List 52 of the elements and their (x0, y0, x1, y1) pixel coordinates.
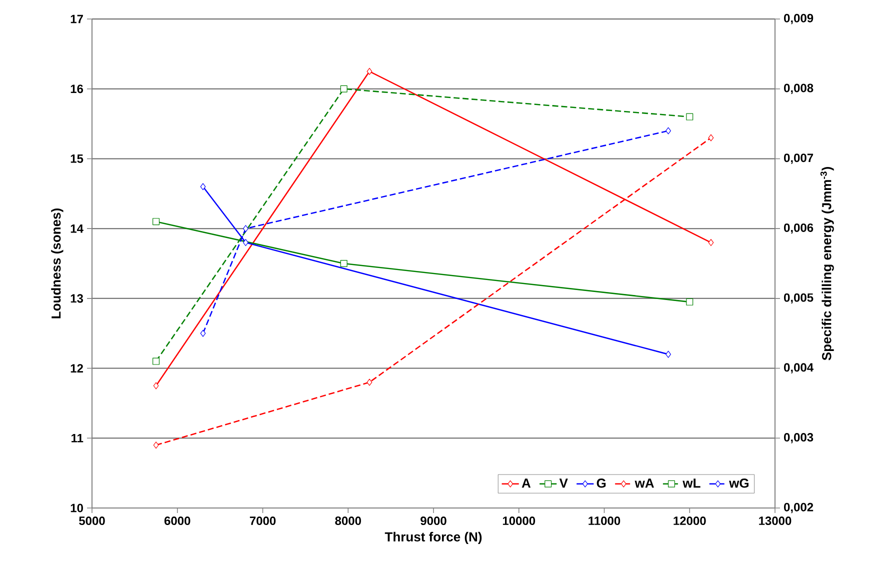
legend-label: wL (682, 478, 700, 488)
y2-tick-label: 0,007 (784, 154, 814, 164)
point (242, 239, 248, 246)
y2-tick-label: 0,003 (784, 433, 814, 444)
point (153, 442, 159, 449)
legend-label: wA (634, 478, 654, 488)
y-axis-title: Loudness (sones) (51, 208, 64, 318)
x-tick-label: 11000 (588, 516, 620, 526)
point (666, 350, 671, 358)
y2-tick-label: 0,009 (784, 14, 814, 24)
point (708, 239, 714, 246)
x-tick-label: 6000 (164, 516, 190, 526)
point (152, 218, 160, 226)
y2-tick-label: 0,004 (784, 363, 814, 374)
y2-axis-title: Specific drilling energy (Jmm$^{-3}$) (820, 167, 834, 360)
y-tick-label: 11 (72, 434, 84, 442)
y2-tick-label: 0,008 (784, 84, 814, 94)
point (152, 358, 160, 365)
y2-tick-label: 0,002 (784, 502, 814, 514)
point (366, 378, 372, 386)
x-axis-title: Thrust force (N) (384, 532, 482, 544)
x-tick-label: 5000 (79, 516, 105, 526)
x-tick-label: 9000 (420, 516, 446, 526)
y-tick-label: 16 (70, 84, 84, 94)
x-tick-label: 13000 (759, 516, 792, 526)
y2-tick-label: 0,005 (784, 293, 814, 304)
y-tick-label: 14 (70, 224, 84, 233)
y-tick-label: 15 (70, 154, 84, 163)
point (708, 134, 714, 142)
x-tick-label: 7000 (250, 516, 276, 526)
point (200, 183, 206, 190)
legend-label: V (559, 478, 568, 488)
legend-label: A (522, 478, 531, 488)
point (153, 382, 159, 390)
legend-label: wG (729, 478, 749, 488)
point (242, 225, 248, 232)
point (666, 127, 671, 134)
y-tick-label: 17 (70, 14, 83, 24)
y-tick-label: 12 (70, 364, 83, 372)
point (686, 113, 694, 120)
y-tick-label: 13 (70, 294, 84, 303)
y2-tick-label: 0,006 (784, 223, 814, 234)
x-tick-label: 8000 (335, 516, 361, 526)
point (686, 298, 694, 306)
point (200, 330, 206, 337)
point (340, 85, 348, 92)
point (366, 68, 372, 75)
y-tick-label: 10 (70, 504, 83, 512)
x-tick-label: 10000 (502, 516, 536, 526)
point (340, 260, 348, 268)
x-tick-label: 12000 (674, 516, 706, 526)
legend-label: G (596, 478, 606, 488)
